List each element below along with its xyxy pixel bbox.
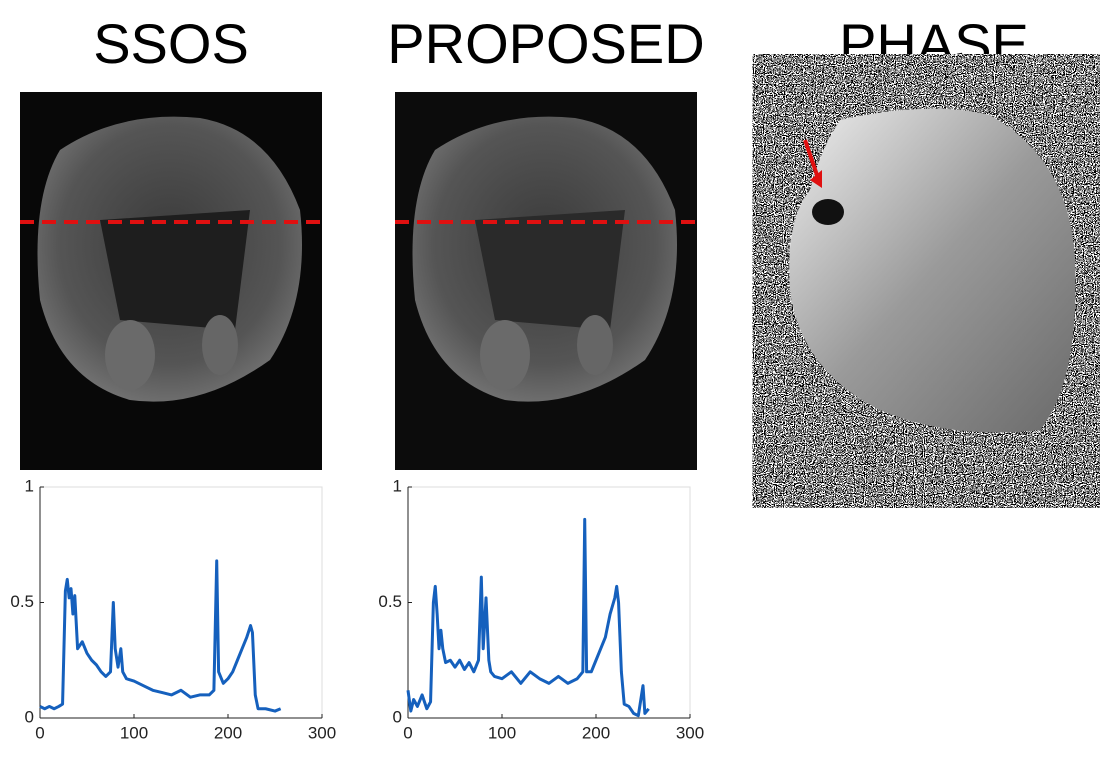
- x-tick-label: 200: [582, 723, 610, 742]
- x-tick-label: 200: [214, 723, 242, 742]
- x-tick-label: 100: [488, 723, 516, 742]
- y-tick-label: 0: [25, 707, 34, 726]
- plot-frame: [39, 486, 323, 719]
- y-tick-label: 0.5: [10, 592, 34, 611]
- panel-title: PHASE: [839, 12, 1029, 75]
- panel-title: SSOS: [93, 12, 249, 75]
- y-tick-label: 0.5: [378, 592, 402, 611]
- proposed-image: [395, 92, 697, 470]
- data-line: [39, 559, 282, 713]
- panel-title: PROPOSED: [387, 12, 704, 75]
- data-line: [406, 517, 650, 718]
- phase-image: [783, 92, 1086, 470]
- x-tick-label: 300: [308, 723, 336, 742]
- y-tick-label: 1: [25, 476, 34, 495]
- y-tick-label: 1: [393, 476, 402, 495]
- ssos-image: [20, 92, 322, 470]
- x-tick-label: 0: [35, 723, 44, 742]
- y-tick-label: 0: [393, 707, 402, 726]
- x-tick-label: 100: [120, 723, 148, 742]
- x-tick-label: 300: [676, 723, 704, 742]
- x-tick-label: 0: [403, 723, 412, 742]
